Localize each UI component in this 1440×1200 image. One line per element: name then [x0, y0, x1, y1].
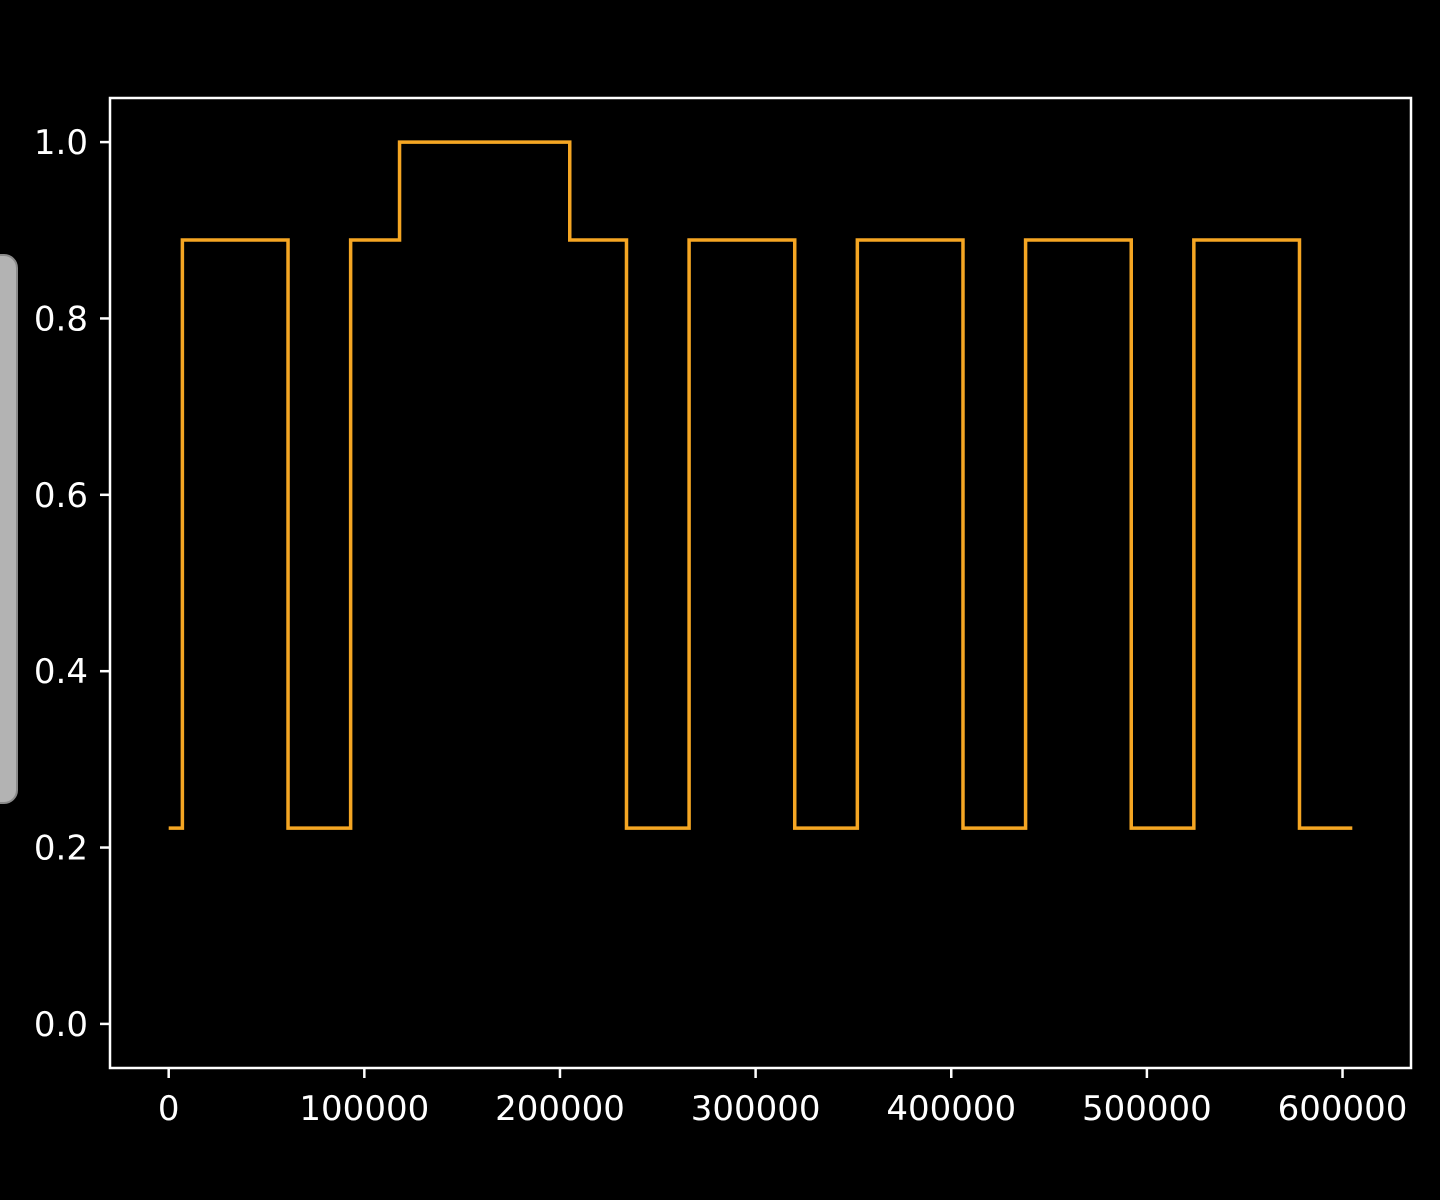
x-tick-label: 200000 — [495, 1089, 625, 1129]
y-tick-label: 1.0 — [34, 123, 88, 163]
plot-area-frame — [108, 96, 1413, 1070]
y-tick-label: 0.6 — [34, 476, 88, 516]
x-axis: 0 100000 200000 300000 400000 500000 600000 — [158, 1068, 1408, 1129]
y-tick-label: 0.8 — [34, 299, 88, 339]
y-axis: 0.0 0.2 0.4 0.6 0.8 1.0 — [34, 123, 110, 1045]
side-panel-handle[interactable] — [0, 254, 18, 804]
series-layer — [168, 140, 1353, 830]
x-tick-label: 500000 — [1082, 1089, 1212, 1129]
x-tick-label: 0 — [158, 1089, 180, 1129]
x-tick-label: 100000 — [299, 1089, 429, 1129]
x-tick-label: 600000 — [1278, 1089, 1408, 1129]
y-tick-label: 0.0 — [34, 1005, 88, 1045]
x-tick-label: 400000 — [886, 1089, 1016, 1129]
y-tick-label: 0.2 — [34, 829, 88, 869]
x-tick-label: 300000 — [691, 1089, 821, 1129]
y-tick-label: 0.4 — [34, 652, 88, 692]
series-line — [168, 140, 1353, 830]
